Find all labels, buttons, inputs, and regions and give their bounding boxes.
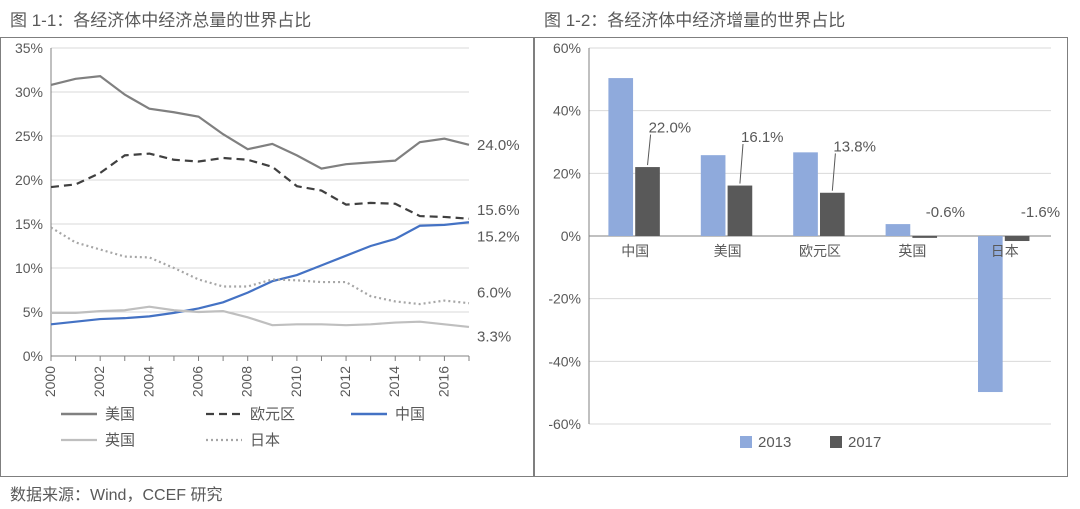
svg-text:-40%: -40% — [548, 353, 581, 369]
svg-text:2008: 2008 — [239, 366, 255, 397]
right-chart-title: 图 1-2：各经济体中经济增量的世界占比 — [534, 0, 1068, 37]
svg-text:40%: 40% — [553, 103, 581, 119]
left-column: 图 1-1：各经济体中经济总量的世界占比 0% 5% 10% 15% 20% 25% 30%… — [0, 0, 534, 477]
svg-text:15%: 15% — [15, 216, 43, 232]
svg-text:日本: 日本 — [250, 432, 280, 449]
figure-pair: 图 1-1：各经济体中经济总量的世界占比 0% 5% 10% 15% 20% 25% 30%… — [0, 0, 1080, 509]
left-chart-title: 图 1-1：各经济体中经济总量的世界占比 — [0, 0, 534, 37]
left-chart: 0% 5% 10% 15% 20% 25% 30% 35% 2000 2002 2004 2006 20… — [0, 37, 534, 477]
svg-text:13.8%: 13.8% — [833, 138, 876, 155]
svg-text:2006: 2006 — [190, 366, 206, 397]
svg-text:-1.6%: -1.6% — [1021, 204, 1060, 221]
svg-text:2000: 2000 — [42, 366, 58, 397]
svg-text:15.2%: 15.2% — [477, 228, 520, 245]
svg-text:2004: 2004 — [140, 366, 156, 397]
svg-text:0%: 0% — [23, 348, 43, 364]
svg-text:英国: 英国 — [898, 243, 926, 259]
svg-text:2002: 2002 — [91, 366, 107, 397]
svg-text:2013: 2013 — [758, 434, 791, 451]
svg-text:2016: 2016 — [435, 366, 451, 397]
right-chart: -60% -40% -20% 0% 20% 40% 60% 中国 美国 欧元区 英国 日本 22.0% 1… — [534, 37, 1068, 477]
svg-text:30%: 30% — [15, 84, 43, 100]
svg-text:中国: 中国 — [621, 243, 649, 259]
svg-text:3.3%: 3.3% — [477, 329, 511, 346]
svg-text:美国: 美国 — [714, 243, 742, 259]
data-source: 数据来源：Wind，CCEF 研究 — [0, 477, 1080, 509]
svg-text:2010: 2010 — [288, 366, 304, 397]
svg-text:2014: 2014 — [386, 366, 402, 397]
svg-text:美国: 美国 — [105, 406, 135, 423]
svg-text:60%: 60% — [553, 40, 581, 56]
svg-text:20%: 20% — [553, 165, 581, 181]
svg-text:10%: 10% — [15, 260, 43, 276]
svg-text:中国: 中国 — [395, 406, 425, 423]
svg-text:0%: 0% — [561, 228, 581, 244]
svg-text:5%: 5% — [23, 304, 43, 320]
svg-text:22.0%: 22.0% — [649, 120, 692, 137]
svg-text:24.0%: 24.0% — [477, 137, 520, 154]
svg-text:15.6%: 15.6% — [477, 202, 520, 219]
svg-text:欧元区: 欧元区 — [799, 243, 841, 259]
svg-text:-0.6%: -0.6% — [926, 204, 965, 221]
charts-row: 图 1-1：各经济体中经济总量的世界占比 0% 5% 10% 15% 20% 25% 30%… — [0, 0, 1080, 477]
svg-text:35%: 35% — [15, 40, 43, 56]
svg-text:6.0%: 6.0% — [477, 285, 511, 302]
svg-text:25%: 25% — [15, 128, 43, 144]
right-column: 图 1-2：各经济体中经济增量的世界占比 -60% -40% -20% 0% 20% 40… — [534, 0, 1068, 477]
svg-text:-60%: -60% — [548, 416, 581, 432]
svg-text:-20%: -20% — [548, 291, 581, 307]
svg-text:16.1%: 16.1% — [741, 129, 784, 146]
svg-text:2012: 2012 — [337, 366, 353, 397]
svg-text:2017: 2017 — [848, 434, 881, 451]
line-chart-svg: 0% 5% 10% 15% 20% 25% 30% 35% 2000 2002 2004 2006 20… — [1, 38, 533, 476]
bar-chart-svg: -60% -40% -20% 0% 20% 40% 60% 中国 美国 欧元区 英国 日本 22.0% 1… — [535, 38, 1067, 476]
svg-text:英国: 英国 — [105, 431, 135, 449]
svg-text:20%: 20% — [15, 172, 43, 188]
svg-text:日本: 日本 — [991, 243, 1019, 259]
svg-text:欧元区: 欧元区 — [250, 406, 295, 423]
